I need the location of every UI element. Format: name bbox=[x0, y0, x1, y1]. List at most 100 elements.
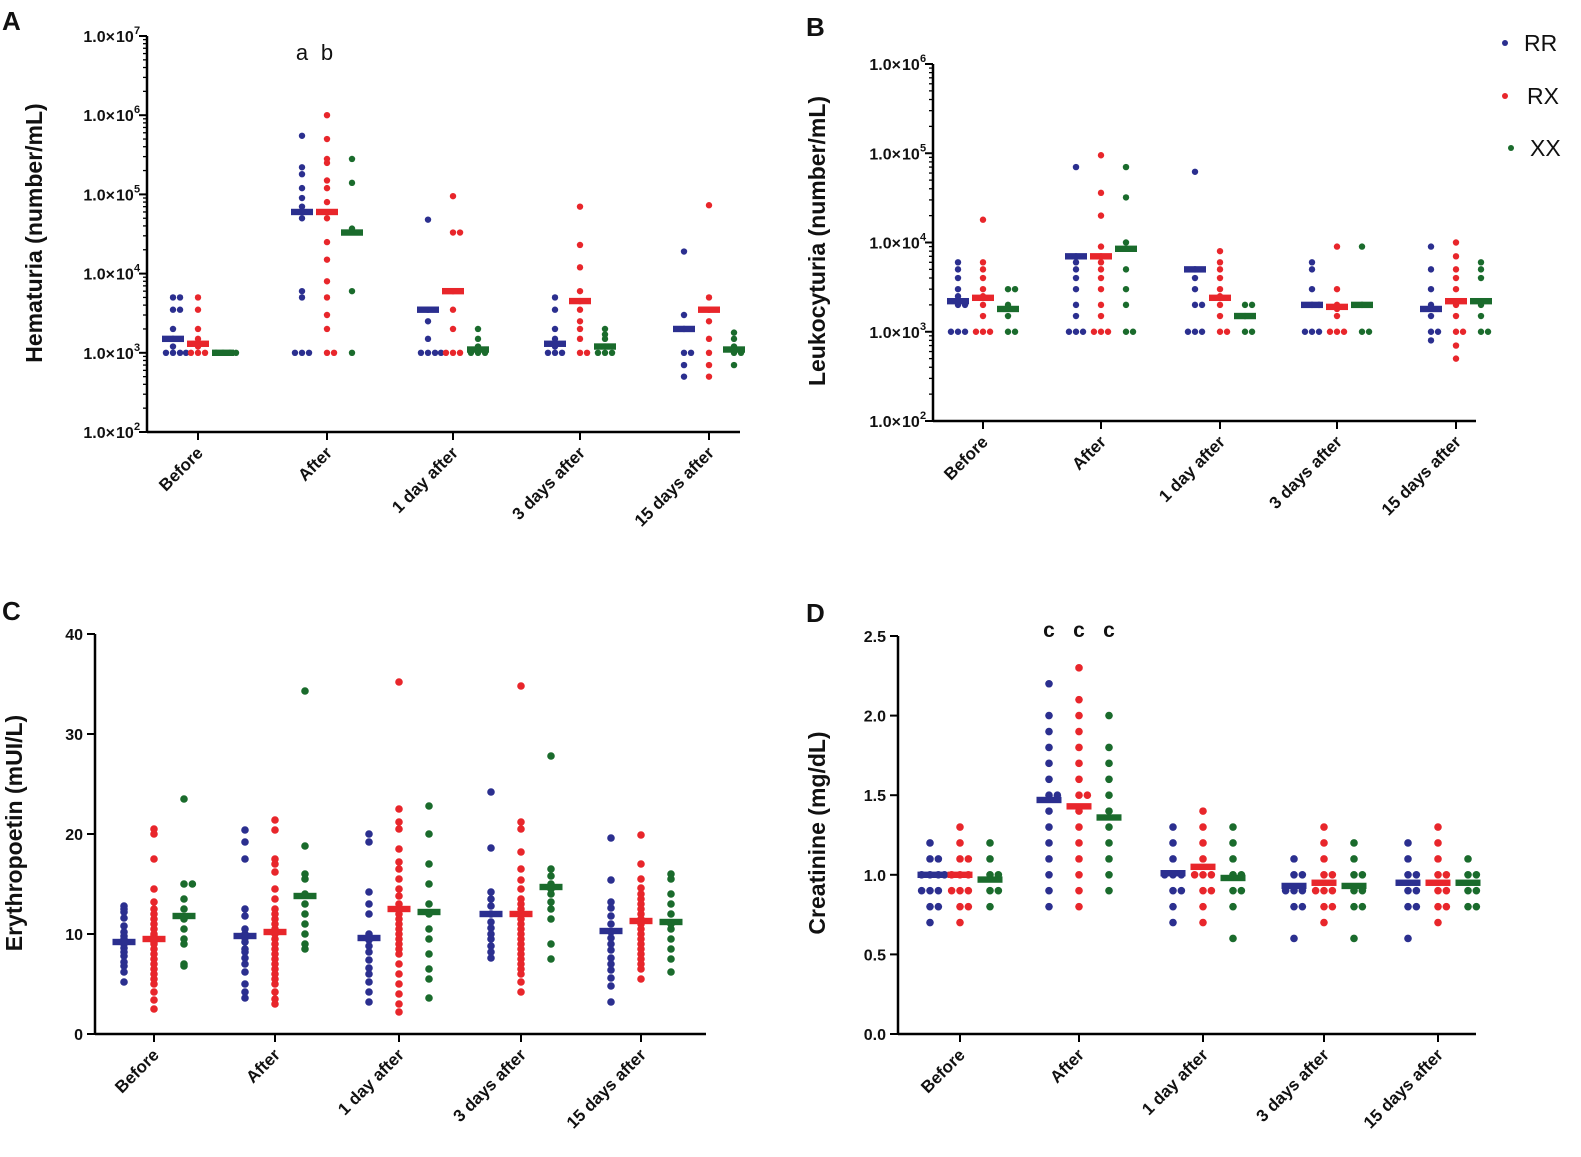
panel-b-point-xx-1-day-after bbox=[1241, 301, 1249, 309]
panel-b-point-rr-15-days-after bbox=[1427, 337, 1435, 344]
panel-d-point-xx-3-days-after bbox=[1358, 902, 1367, 911]
panel-d-point-rr-after bbox=[1045, 807, 1053, 815]
panel-a-point-rx-3-days-after bbox=[576, 264, 584, 271]
panel-b-y-tick-base: 10 bbox=[902, 325, 920, 342]
panel-c-point-rx-1-day-after bbox=[395, 845, 403, 853]
panel-c-x-tick-label-after: After bbox=[242, 1045, 284, 1087]
panel-c-point-rx-before bbox=[150, 855, 158, 863]
panel-a-point-rr-after bbox=[305, 349, 313, 356]
panel-a-point-rr-1-day-after bbox=[437, 349, 445, 356]
panel-b-point-rr-15-days-after bbox=[1427, 266, 1435, 273]
panel-b-point-rr-1-day-after bbox=[1191, 168, 1199, 175]
panel-c-y-tick-label: 20 bbox=[65, 827, 83, 844]
panel-d-point-rx-3-days-after bbox=[1328, 886, 1337, 895]
panel-d-point-xx-before bbox=[994, 886, 1003, 895]
panel-d-point-rr-3-days-after bbox=[1298, 871, 1307, 879]
panel-a-point-rx-before bbox=[194, 335, 202, 343]
panel-a-point-rx-after bbox=[323, 325, 331, 333]
panel-c-point-rx-15-days-after bbox=[637, 831, 645, 839]
panel-a-y-axis-label: Hematuria (number/mL) bbox=[21, 103, 47, 362]
panel-d-mean-bar-rr-after bbox=[1036, 796, 1062, 804]
panel-c-point-rx-3-days-after bbox=[517, 978, 525, 986]
panel-b-point-rx-after bbox=[1097, 266, 1105, 273]
panel-c-mean-bar-rx-before bbox=[142, 935, 166, 943]
panel-c-point-xx-after bbox=[301, 687, 309, 695]
panel-c-y-axis-label: Erythropoetin (mUI/L) bbox=[1, 715, 27, 951]
panel-b-point-xx-after bbox=[1122, 194, 1130, 201]
panel-d-point-rx-3-days-after bbox=[1328, 902, 1337, 911]
legend-marker-xx bbox=[1508, 145, 1514, 151]
panel-d-x-tick-label-before: Before bbox=[917, 1045, 969, 1097]
panel-c-point-rr-3-days-after bbox=[487, 895, 495, 903]
panel-d-x-tick-label-3-days-after: 3 days after bbox=[1253, 1045, 1334, 1126]
panel-b-point-rr-3-days-after bbox=[1308, 328, 1316, 335]
panel-c-point-rx-3-days-after bbox=[517, 682, 525, 690]
panel-d-point-xx-3-days-after bbox=[1350, 871, 1358, 879]
panel-d-point-rr-15-days-after bbox=[1412, 902, 1421, 911]
panel-c-point-xx-1-day-after bbox=[425, 925, 433, 933]
panel-c-point-rx-15-days-after bbox=[637, 860, 645, 868]
panel-d-point-rx-after bbox=[1075, 791, 1083, 799]
panel-b-point-xx-3-days-after bbox=[1365, 328, 1373, 335]
panel-b-point-rx-after bbox=[1097, 212, 1105, 219]
panel-a-point-rx-3-days-after bbox=[583, 349, 591, 356]
panel-c-point-rx-after bbox=[271, 868, 279, 876]
panel-b-mean-bar-rr-before bbox=[947, 297, 969, 305]
panel-c-point-xx-1-day-after bbox=[425, 935, 433, 943]
panel-a-point-rx-after bbox=[323, 215, 331, 222]
panel-b-point-rr-15-days-after bbox=[1434, 328, 1442, 335]
panel-c-mean-bar-rx-3-days-after bbox=[509, 910, 533, 918]
panel-d-point-rx-1-day-after bbox=[1199, 871, 1207, 879]
panel-a-point-rr-1-day-after bbox=[424, 335, 432, 343]
panel-d-point-rr-1-day-after bbox=[1169, 855, 1177, 863]
panel-d-x-tick-label-1-day-after: 1 day after bbox=[1138, 1045, 1212, 1119]
panel-d-point-rx-15-days-after bbox=[1442, 886, 1451, 895]
panel-c-point-rr-1-day-after bbox=[365, 838, 373, 846]
panel-a-y-tick-label: 1.0× bbox=[83, 425, 115, 442]
panel-b-point-rr-before bbox=[954, 285, 962, 293]
panel-d-point-xx-15-days-after bbox=[1472, 886, 1481, 895]
panel-c-point-rr-3-days-after bbox=[487, 918, 495, 926]
panel-d-point-xx-3-days-after bbox=[1350, 934, 1358, 943]
panel-b-point-xx-15-days-after bbox=[1477, 274, 1485, 282]
panel-c-point-rx-3-days-after bbox=[517, 988, 525, 996]
panel-c-point-rr-before bbox=[120, 962, 128, 970]
panel-c-point-rr-after bbox=[241, 905, 249, 913]
panel-d-point-xx-before bbox=[986, 902, 994, 911]
panel-c-point-xx-after bbox=[301, 945, 309, 953]
panel-b-y-tick-label: 1.0× bbox=[869, 414, 901, 431]
panel-a-y-tick-exponent: 7 bbox=[134, 25, 140, 37]
panel-d-point-rx-1-day-after bbox=[1199, 855, 1207, 863]
panel-c-point-xx-15-days-after bbox=[667, 900, 675, 908]
panel-c-point-rx-before bbox=[150, 830, 158, 838]
panel-d-point-rr-before bbox=[926, 855, 934, 863]
panel-a-y-tick-exponent: 2 bbox=[134, 421, 140, 433]
panel-b-point-xx-1-day-after bbox=[1248, 301, 1256, 309]
panel-b-point-xx-1-day-after bbox=[1241, 328, 1249, 335]
panel-a-point-rx-3-days-after bbox=[576, 306, 584, 313]
panel-b-point-rr-15-days-after bbox=[1427, 312, 1435, 320]
panel-b-point-xx-after bbox=[1129, 328, 1137, 335]
panel-c-point-rr-1-day-after bbox=[365, 988, 373, 996]
panel-a-x-tick-label-after: After bbox=[294, 443, 336, 485]
panel-d-point-rx-after bbox=[1083, 791, 1092, 799]
panel-d-point-rr-3-days-after bbox=[1290, 855, 1298, 863]
panel-c-point-rr-3-days-after bbox=[487, 924, 495, 932]
panel-a-point-rr-before bbox=[182, 349, 190, 356]
panel-b-y-tick-label: 1.0× bbox=[869, 325, 901, 342]
panel-b-x-tick-label-1-day-after: 1 day after bbox=[1155, 432, 1229, 506]
panel-d-point-rx-after bbox=[1075, 839, 1083, 847]
panel-c-point-xx-1-day-after bbox=[425, 802, 433, 810]
panel-d-point-rx-3-days-after bbox=[1320, 871, 1328, 879]
panel-c-point-rr-1-day-after bbox=[365, 998, 373, 1006]
panel-a-mean-bar-xx-before bbox=[212, 349, 234, 356]
panel-c-point-rx-after bbox=[271, 816, 279, 824]
panel-c-point-rx-1-day-after bbox=[395, 1008, 403, 1016]
panel-d-mean-bar-rr-before bbox=[917, 871, 943, 878]
panel-a-point-rx-15-days-after bbox=[705, 361, 713, 369]
panel-a-point-rx-15-days-after bbox=[705, 335, 713, 343]
panel-b-point-rr-3-days-after bbox=[1308, 259, 1316, 266]
panel-a-point-rr-after bbox=[298, 194, 306, 202]
panel-a-point-rr-before bbox=[176, 349, 184, 356]
panel-a-y-tick-label: 1.0× bbox=[83, 108, 115, 125]
